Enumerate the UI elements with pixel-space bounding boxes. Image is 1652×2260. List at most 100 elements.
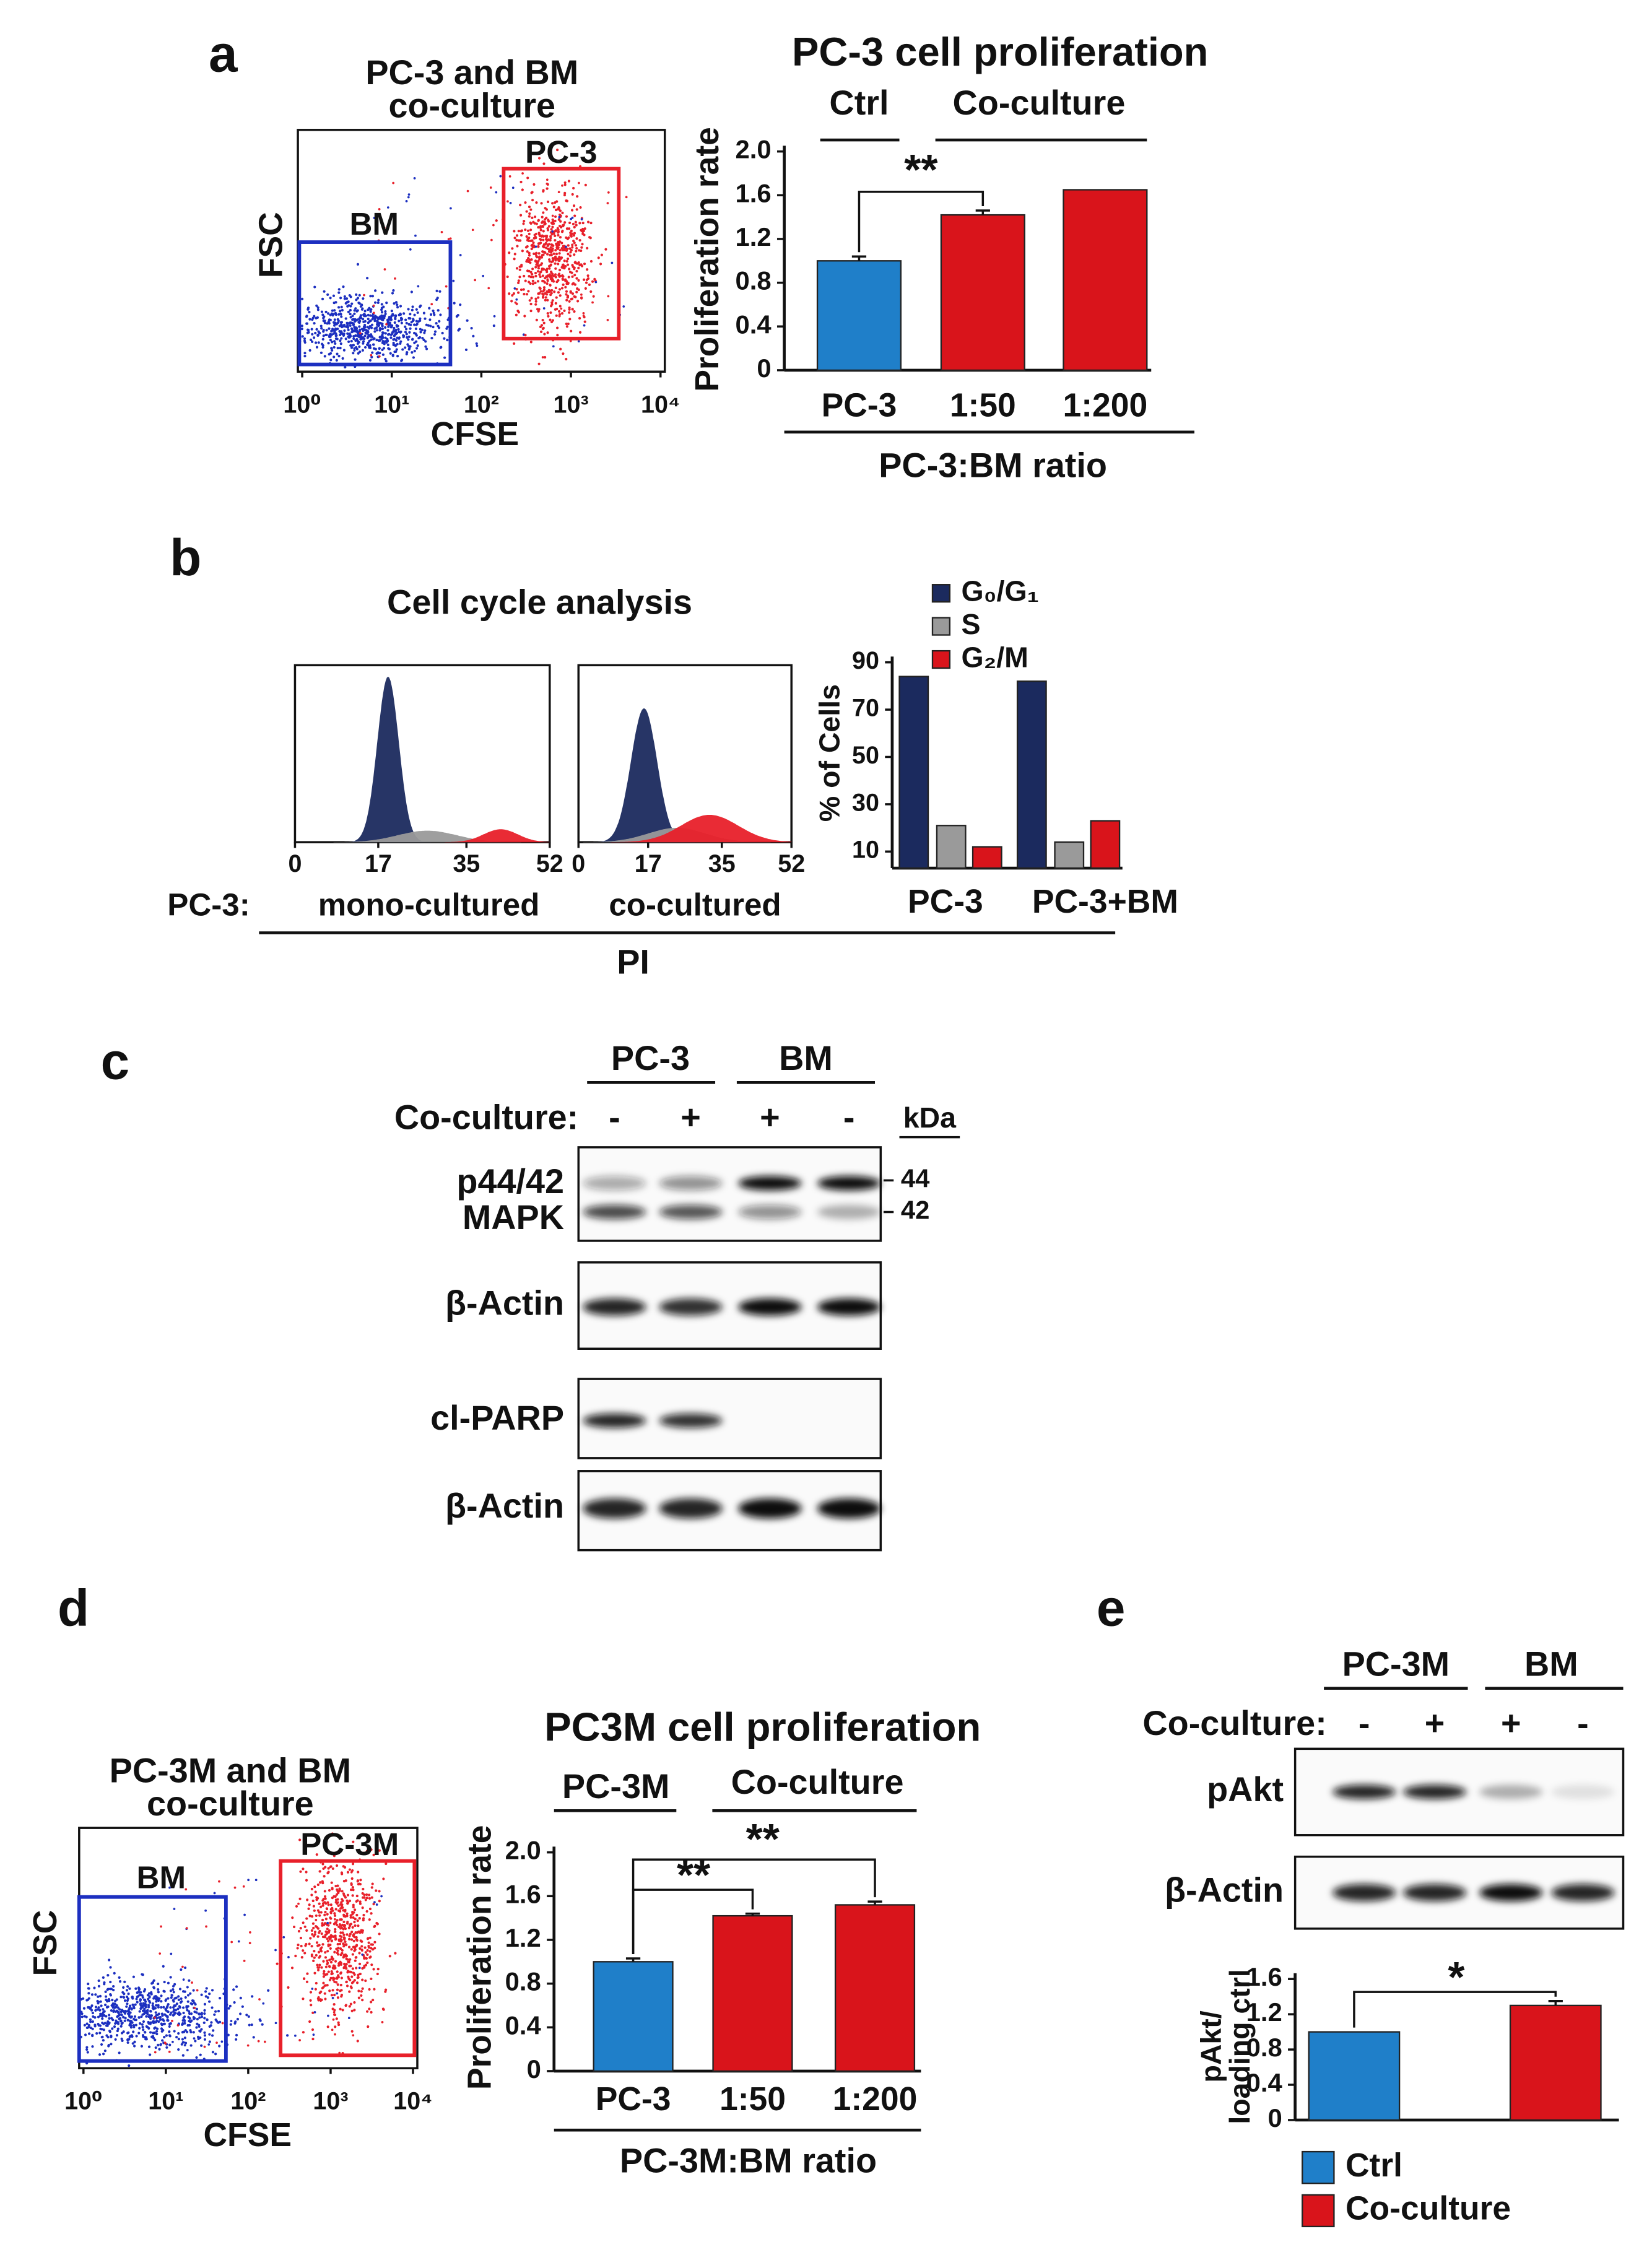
- event-dot: [92, 2015, 95, 2018]
- event-dot: [381, 353, 385, 356]
- event-dot: [195, 2007, 199, 2010]
- event-dot: [141, 1996, 144, 1999]
- event-dot: [586, 220, 590, 224]
- event-dot: [493, 315, 496, 318]
- legend-label: Co-culture: [1346, 2190, 1511, 2227]
- event-dot: [333, 2011, 336, 2014]
- event-dot: [274, 1949, 277, 1952]
- event-dot: [413, 313, 416, 316]
- event-dot: [177, 2038, 180, 2041]
- event-dot: [390, 324, 394, 327]
- event-dot: [308, 318, 311, 321]
- event-dot: [530, 258, 533, 261]
- event-dot: [542, 279, 545, 283]
- event-dot: [98, 1994, 102, 1997]
- event-dot: [559, 257, 563, 260]
- legend-label: G₂/M: [961, 641, 1028, 673]
- event-dot: [352, 1903, 355, 1906]
- bar: [936, 825, 967, 869]
- event-dot: [572, 222, 575, 225]
- event-dot: [358, 1967, 361, 1970]
- event-dot: [395, 331, 399, 335]
- event-dot: [211, 2034, 214, 2037]
- event-dot: [87, 1982, 90, 1986]
- event-dot: [143, 1988, 147, 1991]
- event-dot: [367, 318, 370, 321]
- x-axis-label: PC-3:BM ratio: [879, 446, 1107, 485]
- x-axis-label: PC-3M:BM ratio: [620, 2141, 877, 2180]
- event-dot: [622, 305, 625, 308]
- x-axis-label: CFSE: [431, 416, 520, 453]
- event-dot: [432, 309, 435, 313]
- event-dot: [438, 290, 441, 293]
- event-dot: [546, 312, 549, 315]
- event-dot: [567, 180, 571, 183]
- event-dot: [125, 1989, 129, 1992]
- event-dot: [336, 1983, 339, 1986]
- event-dot: [316, 1909, 320, 1912]
- event-dot: [94, 2006, 98, 2009]
- event-dot: [322, 1981, 325, 1984]
- event-dot: [565, 322, 568, 326]
- y-tick-label: 10: [852, 837, 879, 864]
- event-dot: [173, 2030, 176, 2033]
- event-dot: [313, 1956, 316, 1959]
- event-dot: [213, 2013, 216, 2016]
- gate-label: PC-3M: [300, 1827, 399, 1862]
- event-dot: [353, 2001, 356, 2004]
- event-dot: [536, 270, 540, 273]
- event-dot: [336, 1992, 339, 1995]
- event-dot: [303, 355, 306, 358]
- event-dot: [322, 330, 325, 333]
- event-dot: [381, 291, 384, 294]
- bar: [972, 846, 1002, 869]
- event-dot: [180, 1968, 183, 1971]
- event-dot: [325, 329, 328, 332]
- event-dot: [144, 2010, 147, 2013]
- event-dot: [537, 296, 540, 299]
- event-dot: [344, 1953, 347, 1956]
- event-dot: [333, 318, 336, 321]
- event-dot: [549, 264, 552, 267]
- event-dot: [313, 1950, 316, 1953]
- event-dot: [349, 1888, 353, 1892]
- event-dot: [321, 1943, 324, 1946]
- event-dot: [351, 1967, 354, 1970]
- event-dot: [581, 243, 584, 246]
- event-dot: [351, 1953, 354, 1956]
- event-dot: [213, 1892, 216, 1895]
- blot-band: [1479, 1884, 1543, 1901]
- event-dot: [570, 297, 574, 300]
- event-dot: [535, 201, 538, 204]
- event-dot: [550, 289, 554, 292]
- event-dot: [243, 1913, 246, 1916]
- panel-label: c: [101, 1032, 130, 1090]
- event-dot: [312, 1905, 315, 1908]
- event-dot: [339, 1907, 342, 1910]
- event-dot: [321, 1935, 325, 1939]
- event-dot: [513, 287, 516, 290]
- x-tick-label: 35: [708, 850, 736, 877]
- event-dot: [152, 2020, 155, 2023]
- event-dot: [366, 1949, 369, 1952]
- event-dot: [160, 1994, 163, 1997]
- event-dot: [350, 302, 354, 305]
- event-dot: [339, 313, 342, 316]
- event-dot: [464, 348, 468, 351]
- event-dot: [107, 2022, 110, 2025]
- event-dot: [544, 277, 547, 280]
- event-dot: [188, 2012, 191, 2015]
- event-dot: [305, 1980, 309, 1983]
- event-dot: [353, 1949, 356, 1952]
- event-dot: [331, 2028, 334, 2032]
- event-dot: [559, 274, 562, 278]
- event-dot: [561, 277, 564, 280]
- event-dot: [373, 330, 376, 333]
- event-dot: [513, 237, 516, 240]
- event-dot: [168, 2030, 171, 2033]
- event-dot: [578, 181, 580, 185]
- event-dot: [86, 2051, 89, 2054]
- event-dot: [368, 1897, 372, 1900]
- event-dot: [550, 301, 554, 304]
